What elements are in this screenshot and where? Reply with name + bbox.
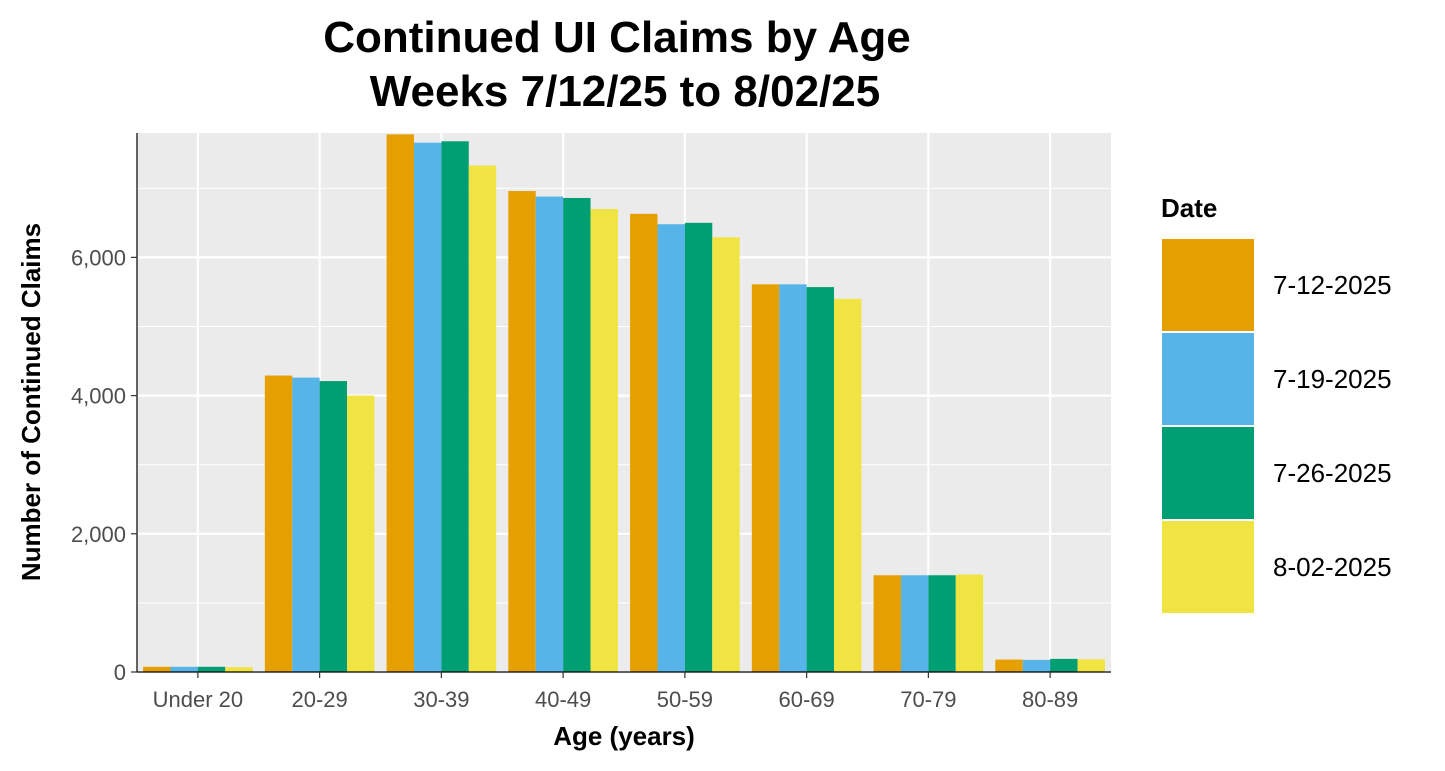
x-axis-title: Age (years) — [553, 721, 695, 751]
bar — [386, 134, 414, 672]
bar — [292, 377, 320, 672]
bar — [1022, 659, 1051, 672]
bar — [712, 237, 740, 672]
bar — [834, 298, 862, 672]
y-tick-label: 6,000 — [71, 245, 126, 270]
x-tick-label: 40-49 — [535, 687, 591, 712]
bar — [143, 666, 171, 672]
bar — [413, 142, 442, 672]
x-ticks: Under 20 20-29 30-39 40-49 50-59 60-69 70-79 80… — [153, 672, 1078, 712]
chart-title: Continued UI Claims by Age — [323, 13, 911, 62]
x-tick-label: 50-59 — [657, 687, 713, 712]
legend-key — [1160, 237, 1256, 333]
bar — [630, 213, 658, 672]
bar — [900, 575, 929, 672]
y-tick-label: 0 — [114, 660, 126, 685]
x-tick-label: 20-29 — [291, 687, 347, 712]
y-tick-label: 4,000 — [71, 384, 126, 409]
bars — [143, 134, 1105, 673]
bar — [347, 395, 375, 672]
bar — [928, 575, 956, 672]
bar — [225, 667, 253, 672]
bar — [508, 191, 536, 673]
bar — [535, 196, 564, 673]
bar — [170, 666, 198, 672]
bar — [995, 659, 1023, 672]
legend-title: Date — [1161, 193, 1217, 223]
legend-label: 7-26-2025 — [1273, 458, 1392, 488]
legend-label: 7-12-2025 — [1273, 270, 1392, 300]
x-tick-label: 60-69 — [778, 687, 834, 712]
bar — [684, 222, 713, 673]
bar — [751, 284, 780, 672]
chart-subtitle: Weeks 7/12/25 to 8/02/25 — [370, 67, 880, 116]
bar — [1050, 658, 1078, 672]
bar — [468, 165, 497, 672]
legend-label: 7-19-2025 — [1273, 364, 1392, 394]
bar — [657, 224, 685, 672]
legend-key — [1160, 331, 1256, 427]
x-tick-label: 30-39 — [413, 687, 469, 712]
bar — [955, 574, 984, 672]
bar — [563, 197, 591, 672]
y-ticks: 0 2,000 4,000 6,000 — [71, 245, 137, 685]
x-tick-label: 80-89 — [1022, 687, 1078, 712]
y-axis-title: Number of Continued Claims — [16, 223, 46, 581]
legend-label: 8-02-2025 — [1273, 552, 1392, 582]
legend-key — [1160, 425, 1256, 521]
legend: Date 7-12-2025 7-19-2025 7-26-2025 8-02-202… — [1160, 193, 1392, 615]
bar — [319, 381, 348, 672]
x-tick-label: 70-79 — [900, 687, 956, 712]
legend-key — [1160, 519, 1256, 615]
legend-items: 7-12-2025 7-19-2025 7-26-2025 8-02-2025 — [1160, 237, 1392, 615]
bar — [197, 666, 226, 672]
bar — [590, 209, 618, 672]
y-tick-label: 2,000 — [71, 522, 126, 547]
bar — [1077, 659, 1105, 672]
bar — [441, 141, 469, 673]
bar — [264, 375, 293, 672]
x-tick-label: Under 20 — [153, 687, 244, 712]
bar — [806, 287, 835, 672]
bar — [873, 575, 901, 672]
bar — [779, 284, 807, 672]
